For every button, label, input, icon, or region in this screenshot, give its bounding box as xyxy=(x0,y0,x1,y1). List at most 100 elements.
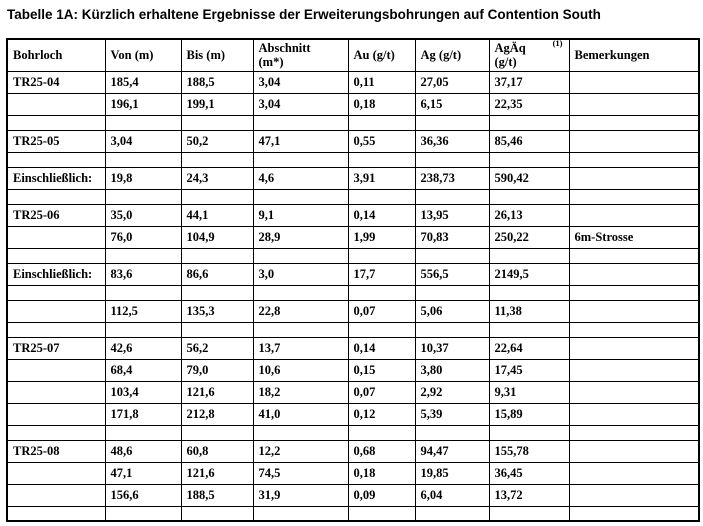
column-label: Von (m) xyxy=(110,48,154,63)
empty-cell xyxy=(488,505,570,522)
value-cell xyxy=(568,461,700,485)
empty-cell xyxy=(104,505,182,522)
value-cell: 47,1 xyxy=(104,461,182,485)
empty-cell xyxy=(414,321,490,338)
column-header-bis-m: Bis (m) xyxy=(180,38,254,72)
empty-cell xyxy=(252,188,349,205)
empty-cell xyxy=(347,424,416,441)
spacer-row xyxy=(6,114,700,131)
value-cell: 121,6 xyxy=(180,461,254,485)
empty-cell xyxy=(414,505,490,522)
empty-cell xyxy=(568,321,700,338)
value-cell: 13,95 xyxy=(414,203,490,227)
value-cell: 196,1 xyxy=(104,92,182,116)
value-cell: 60,8 xyxy=(180,439,254,463)
empty-cell xyxy=(488,284,570,301)
column-label-unit: (g/t) xyxy=(494,55,517,70)
value-cell: 85,46 xyxy=(488,129,570,153)
value-cell: 36,45 xyxy=(488,461,570,485)
empty-cell xyxy=(347,151,416,168)
empty-cell xyxy=(414,247,490,264)
value-cell: 0,55 xyxy=(347,129,416,153)
value-cell: 212,8 xyxy=(180,402,254,426)
table-row: TR25-04 185,4 188,5 3,04 0,11 27,05 37,17 xyxy=(6,70,700,94)
value-cell: 56,2 xyxy=(180,336,254,360)
spacer-row xyxy=(6,247,700,264)
value-cell: 13,7 xyxy=(252,336,349,360)
empty-cell xyxy=(252,151,349,168)
value-cell xyxy=(568,203,700,227)
empty-cell xyxy=(347,188,416,205)
table-row: 68,4 79,0 10,6 0,15 3,80 17,45 xyxy=(6,358,700,382)
value-cell xyxy=(568,299,700,323)
value-cell: 556,5 xyxy=(414,262,490,286)
value-cell: 9,31 xyxy=(488,380,570,404)
value-cell: 42,6 xyxy=(104,336,182,360)
empty-cell xyxy=(488,321,570,338)
column-header-bemerkungen: Bemerkungen xyxy=(568,38,700,72)
empty-cell xyxy=(414,284,490,301)
value-cell: 0,68 xyxy=(347,439,416,463)
column-label: Ag (g/t) xyxy=(420,48,462,63)
value-cell: 238,73 xyxy=(414,166,490,190)
value-cell xyxy=(568,262,700,286)
empty-cell xyxy=(180,321,254,338)
value-cell xyxy=(568,483,700,507)
empty-cell xyxy=(568,505,700,522)
value-cell: 135,3 xyxy=(180,299,254,323)
value-cell xyxy=(568,92,700,116)
value-cell xyxy=(568,166,700,190)
value-cell: 3,0 xyxy=(252,262,349,286)
hole-id-cell: Einschließlich: xyxy=(6,262,106,286)
value-cell: 0,14 xyxy=(347,203,416,227)
column-label: Au (g/t) xyxy=(353,48,395,63)
empty-cell xyxy=(6,505,106,522)
empty-cell xyxy=(347,321,416,338)
spacer-row xyxy=(6,151,700,168)
table-row: 156,6 188,5 31,9 0,09 6,04 13,72 xyxy=(6,483,700,507)
hole-id-cell xyxy=(6,225,106,249)
empty-cell xyxy=(6,188,106,205)
empty-cell xyxy=(104,188,182,205)
value-cell: 24,3 xyxy=(180,166,254,190)
hole-id-cell xyxy=(6,461,106,485)
value-cell: 0,07 xyxy=(347,380,416,404)
value-cell: 5,39 xyxy=(414,402,490,426)
value-cell: 13,72 xyxy=(488,483,570,507)
hole-id-cell: TR25-08 xyxy=(6,439,106,463)
value-cell: 4,6 xyxy=(252,166,349,190)
value-cell: 0,14 xyxy=(347,336,416,360)
empty-cell xyxy=(6,284,106,301)
empty-cell xyxy=(568,188,700,205)
empty-cell xyxy=(180,505,254,522)
empty-cell xyxy=(488,247,570,264)
value-cell xyxy=(568,380,700,404)
value-cell: 2,92 xyxy=(414,380,490,404)
empty-cell xyxy=(252,505,349,522)
empty-cell xyxy=(104,424,182,441)
value-cell: 2149,5 xyxy=(488,262,570,286)
value-cell: 17,45 xyxy=(488,358,570,382)
drill-results-table: Bohrloch Von (m) Bis (m) Abschnitt (m*) Au (g… xyxy=(6,38,700,522)
value-cell: 31,9 xyxy=(252,483,349,507)
empty-cell xyxy=(180,151,254,168)
hole-id-cell xyxy=(6,483,106,507)
value-cell: 250,22 xyxy=(488,225,570,249)
empty-cell xyxy=(180,247,254,264)
value-cell: 156,6 xyxy=(104,483,182,507)
header-row: Bohrloch Von (m) Bis (m) Abschnitt (m*) Au (g… xyxy=(6,38,700,72)
empty-cell xyxy=(252,114,349,131)
value-cell xyxy=(568,70,700,94)
table-title: Tabelle 1A: Kürzlich erhaltene Ergebniss… xyxy=(7,7,601,22)
footnote-marker: (1) xyxy=(552,39,563,49)
value-cell: 48,6 xyxy=(104,439,182,463)
hole-id-cell: Einschließlich: xyxy=(6,166,106,190)
value-cell: 26,13 xyxy=(488,203,570,227)
value-cell: 0,07 xyxy=(347,299,416,323)
value-cell: 10,6 xyxy=(252,358,349,382)
column-label: Abschnitt xyxy=(258,41,311,56)
empty-cell xyxy=(252,284,349,301)
empty-cell xyxy=(252,321,349,338)
value-cell: 188,5 xyxy=(180,483,254,507)
empty-cell xyxy=(347,114,416,131)
